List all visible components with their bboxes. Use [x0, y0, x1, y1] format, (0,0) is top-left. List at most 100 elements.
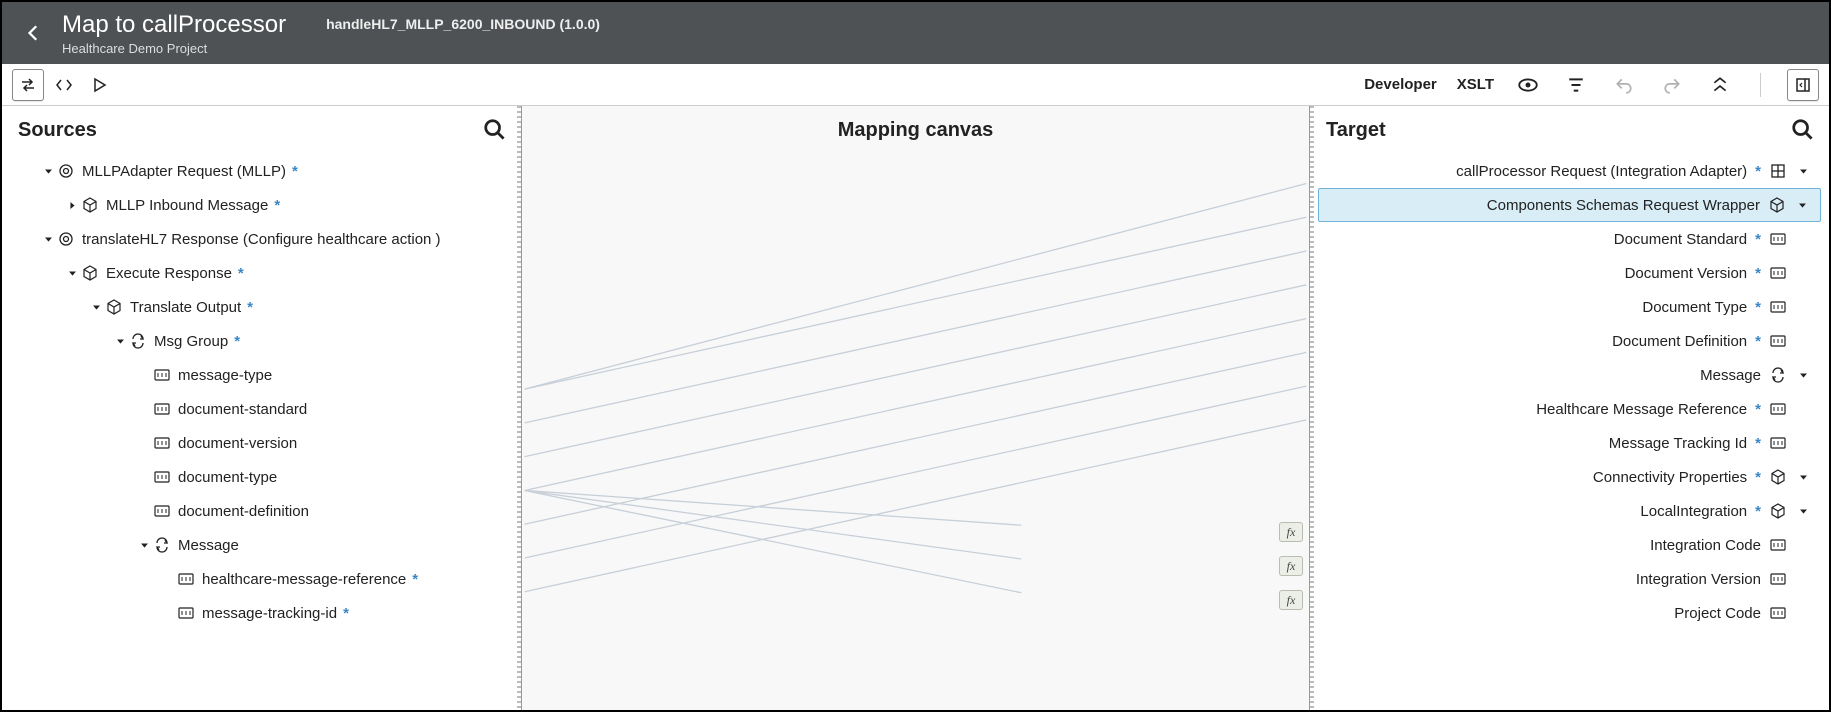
source-tree-row[interactable]: Message — [10, 528, 513, 562]
mapped-indicator: * — [1755, 503, 1761, 520]
target-tree-row[interactable]: Integration Code — [1318, 528, 1821, 562]
source-tree-row[interactable]: MLLPAdapter Request (MLLP) * — [10, 154, 513, 188]
tree-node-label: Integration Code — [1650, 537, 1761, 554]
tree-node-label: callProcessor Request (Integration Adapt… — [1456, 163, 1747, 180]
run-button[interactable] — [84, 69, 116, 101]
abc-icon — [1769, 571, 1787, 587]
tree-node-label: MLLPAdapter Request (MLLP) — [82, 163, 286, 180]
tree-node-label: Execute Response — [106, 265, 232, 282]
expander-icon[interactable] — [40, 234, 56, 245]
main-area: Sources MLLPAdapter Request (MLLP)*MLLP … — [2, 106, 1829, 710]
target-tree-row[interactable]: Healthcare Message Reference* — [1318, 392, 1821, 426]
source-tree-row[interactable]: Translate Output* — [10, 290, 513, 324]
grid-icon — [1769, 163, 1787, 179]
tree-node-label: Document Standard — [1614, 231, 1747, 248]
target-tree-row[interactable]: Document Standard* — [1318, 222, 1821, 256]
expander-icon[interactable] — [88, 302, 104, 313]
fx-badge[interactable]: fx — [1279, 556, 1303, 576]
mapped-indicator: * — [247, 299, 253, 316]
expander-icon[interactable] — [136, 540, 152, 551]
target-resize-handle[interactable] — [1309, 106, 1314, 710]
source-tree-row[interactable]: document-standard — [10, 392, 513, 426]
redo-icon[interactable] — [1658, 71, 1686, 99]
source-tree-row[interactable]: healthcare-message-reference* — [10, 562, 513, 596]
source-tree-row[interactable]: Execute Response * — [10, 256, 513, 290]
expander-icon[interactable] — [1795, 370, 1811, 381]
page-title: Map to callProcessor — [62, 11, 286, 39]
abc-icon — [152, 435, 172, 451]
source-tree-row[interactable]: MLLP Inbound Message* — [10, 188, 513, 222]
app-header: Map to callProcessor Healthcare Demo Pro… — [2, 2, 1829, 64]
target-tree-row[interactable]: Document Type* — [1318, 290, 1821, 324]
xslt-toggle[interactable]: XSLT — [1457, 76, 1494, 93]
back-button[interactable] — [18, 17, 50, 49]
tree-node-label: healthcare-message-reference — [202, 571, 406, 588]
target-tree-row[interactable]: callProcessor Request (Integration Adapt… — [1318, 154, 1821, 188]
target-tree-row[interactable]: Project Code — [1318, 596, 1821, 630]
header-titles: Map to callProcessor Healthcare Demo Pro… — [62, 11, 286, 56]
target-tree-row[interactable]: Components Schemas Request Wrapper — [1318, 188, 1821, 222]
mapped-indicator: * — [1755, 435, 1761, 452]
sources-search-icon[interactable] — [483, 118, 505, 143]
target-tree-row[interactable]: Document Definition* — [1318, 324, 1821, 358]
target-tree-row[interactable]: Message Tracking Id * — [1318, 426, 1821, 460]
fx-badge[interactable]: fx — [1279, 590, 1303, 610]
code-view-button[interactable] — [48, 69, 80, 101]
mapped-indicator: * — [238, 265, 244, 282]
expander-icon[interactable] — [1795, 166, 1811, 177]
cube-icon — [104, 299, 124, 315]
expander-icon[interactable] — [1795, 472, 1811, 483]
source-tree-row[interactable]: translateHL7 Response (Configure healthc… — [10, 222, 513, 256]
target-icon — [56, 163, 76, 179]
tree-node-label: Document Type — [1642, 299, 1747, 316]
swap-view-button[interactable] — [12, 69, 44, 101]
source-tree-row[interactable]: message-type — [10, 358, 513, 392]
toolbar: Developer XSLT — [2, 64, 1829, 106]
sources-panel: Sources MLLPAdapter Request (MLLP)*MLLP … — [2, 106, 522, 710]
source-tree-row[interactable]: document-version — [10, 426, 513, 460]
cube-icon — [1769, 503, 1787, 519]
tree-node-label: document-type — [178, 469, 277, 486]
collapse-all-icon[interactable] — [1706, 71, 1734, 99]
expander-icon[interactable] — [64, 200, 80, 211]
target-tree-row[interactable]: LocalIntegration * — [1318, 494, 1821, 528]
target-tree-row[interactable]: Integration Version — [1318, 562, 1821, 596]
project-name: Healthcare Demo Project — [62, 41, 286, 56]
tree-node-label: document-standard — [178, 401, 307, 418]
tree-node-label: message-tracking-id — [202, 605, 337, 622]
source-tree-row[interactable]: message-tracking-id * — [10, 596, 513, 630]
tree-node-label: Integration Version — [1636, 571, 1761, 588]
filter-icon[interactable] — [1562, 71, 1590, 99]
mapped-indicator: * — [234, 333, 240, 350]
tree-node-label: Message Tracking Id — [1609, 435, 1747, 452]
developer-toggle[interactable]: Developer — [1364, 76, 1437, 93]
mapped-indicator: * — [343, 605, 349, 622]
abc-icon — [152, 503, 172, 519]
mapping-lines — [522, 106, 1309, 710]
source-tree-row[interactable]: Msg Group* — [10, 324, 513, 358]
expander-icon[interactable] — [1794, 200, 1810, 211]
abc-icon — [152, 469, 172, 485]
mapped-indicator: * — [274, 197, 280, 214]
target-tree-row[interactable]: Document Version* — [1318, 256, 1821, 290]
panel-toggle-button[interactable] — [1787, 69, 1819, 101]
fx-badge[interactable]: fx — [1279, 522, 1303, 542]
expander-icon[interactable] — [1795, 506, 1811, 517]
canvas-title: Mapping canvas — [838, 119, 994, 142]
expander-icon[interactable] — [64, 268, 80, 279]
target-search-icon[interactable] — [1791, 118, 1813, 143]
expander-icon[interactable] — [40, 166, 56, 177]
abc-icon — [1769, 537, 1787, 553]
tree-node-label: LocalIntegration — [1640, 503, 1747, 520]
undo-icon[interactable] — [1610, 71, 1638, 99]
target-tree-row[interactable]: Message — [1318, 358, 1821, 392]
source-tree-row[interactable]: document-definition — [10, 494, 513, 528]
target-tree-row[interactable]: Connectivity Properties* — [1318, 460, 1821, 494]
mapped-indicator: * — [292, 163, 298, 180]
source-tree-row[interactable]: document-type — [10, 460, 513, 494]
expander-icon[interactable] — [112, 336, 128, 347]
cube-icon — [1769, 469, 1787, 485]
abc-icon — [1769, 333, 1787, 349]
tree-node-label: Components Schemas Request Wrapper — [1487, 197, 1760, 214]
view-icon[interactable] — [1514, 71, 1542, 99]
